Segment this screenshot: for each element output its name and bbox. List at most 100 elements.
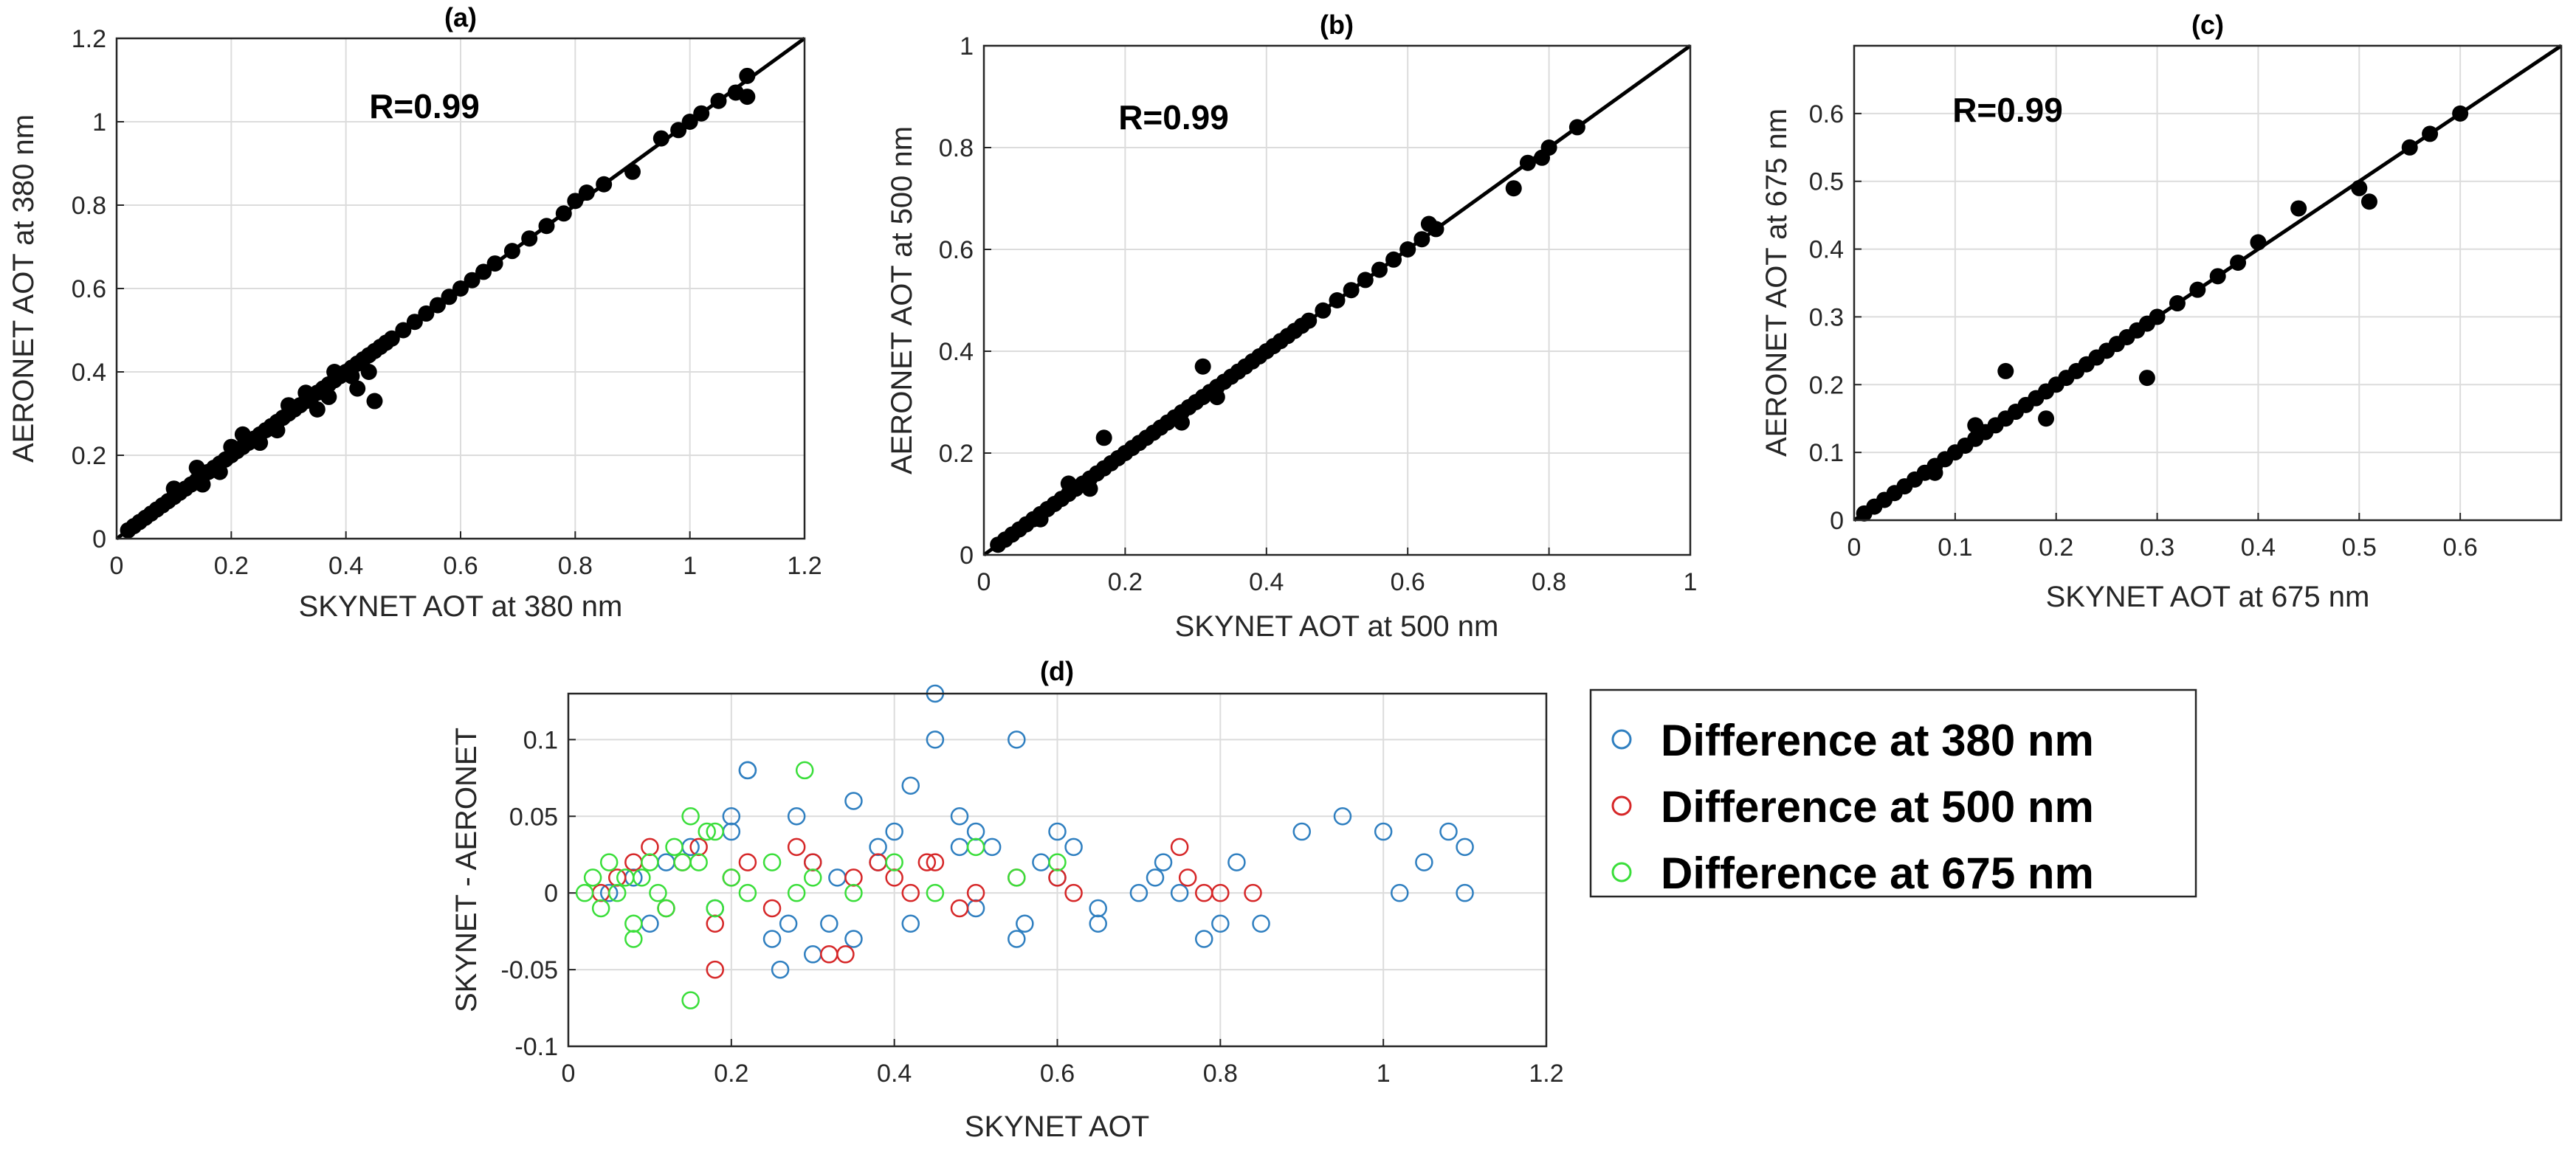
- panel-a-data-point: [418, 305, 435, 322]
- panel-a-data-point: [194, 476, 211, 493]
- panel-c-data-point: [2209, 268, 2226, 285]
- panel-d-point-series-0: [1016, 914, 1034, 933]
- panel-d-point-series-1: [844, 868, 863, 887]
- panel-d-point-series-0: [1154, 853, 1173, 871]
- panel-c-data-point: [2189, 281, 2206, 298]
- panel-d-legend: Difference at 380 nm Difference at 500 n…: [1589, 688, 2197, 898]
- panel-d-point-series-2: [665, 837, 683, 857]
- panel-d-point-series-2: [1048, 853, 1067, 871]
- panel-a-data-point: [555, 205, 572, 222]
- panel-a-data-point: [360, 364, 377, 380]
- panel-a-data-point: [538, 218, 555, 235]
- panel-d-point-series-2: [844, 883, 863, 902]
- panel-d-y-tick-label: -0.05: [501, 956, 559, 984]
- panel-a-x-tick-label: 0: [110, 552, 124, 580]
- panel-d-point-series-0: [1252, 914, 1270, 933]
- panel-a-data-point: [710, 92, 727, 109]
- panel-a-data-point: [349, 380, 366, 397]
- panel-c-data-point: [1926, 464, 1943, 481]
- panel-c-data-point: [2149, 308, 2166, 325]
- panel-a-x-tick-label: 1: [683, 552, 697, 580]
- panel-c-x-tick-label: 0.4: [2241, 533, 2276, 562]
- panel-d-point-series-0: [1439, 822, 1458, 841]
- panel-d-point-series-2: [649, 883, 667, 902]
- panel-b-data-point: [1208, 389, 1225, 406]
- panel-b-data-point: [1081, 480, 1098, 497]
- panel-c-data-point: [1967, 417, 1984, 434]
- panel-d-point-series-0: [1456, 883, 1474, 902]
- panel-c-data-point: [2422, 125, 2439, 142]
- panel-d-point-series-0: [950, 807, 969, 826]
- panel-d-point-series-2: [722, 868, 741, 887]
- panel-c-axes-frame: [1853, 44, 2563, 522]
- legend-label-380: Difference at 380 nm: [1661, 716, 2094, 765]
- panel-d-point-series-2: [657, 899, 675, 918]
- panel-a-data-point: [578, 184, 595, 201]
- panel-d-point-series-0: [1032, 853, 1050, 871]
- panel-a-data-point: [223, 438, 240, 455]
- panel-c-scatter: 0 0.1 0.2 0.3 0.4 0.5 0.6 0 0.1 0.2 0.3 0.4 0.5 0.6 (…: [1760, 10, 2563, 613]
- panel-a-y-tick-label: 0.6: [72, 275, 106, 303]
- panel-b-data-point: [1095, 429, 1112, 446]
- panel-d-point-series-0: [1195, 930, 1213, 948]
- panel-a-data-point: [188, 459, 205, 476]
- legend-item-500: Difference at 500 nm: [1611, 782, 2094, 832]
- panel-a-data-point: [366, 393, 383, 410]
- panel-b-x-tick-label: 1: [1684, 568, 1698, 596]
- panel-d-point-series-0: [844, 930, 863, 948]
- panel-b-y-tick-label: 0: [960, 542, 974, 570]
- panel-d-point-series-0: [657, 853, 675, 871]
- panel-d-point-series-2: [575, 883, 594, 902]
- panel-a-x-axis-label: SKYNET AOT at 380 nm: [299, 590, 623, 623]
- panel-b-data-point: [1519, 154, 1536, 171]
- panel-d-point-series-0: [1211, 914, 1230, 933]
- panel-d-point-series-0: [869, 837, 887, 857]
- panel-d-point-series-2: [885, 853, 903, 871]
- panel-d-point-series-2: [1008, 868, 1026, 887]
- panel-d-title: (d): [1040, 656, 1074, 686]
- panel-a-data-point: [320, 388, 337, 405]
- panel-b-axes-frame: [982, 44, 1692, 556]
- panel-b-correlation-label: R=0.99: [1118, 98, 1229, 137]
- panel-d-x-tick-label: 0.6: [1040, 1060, 1075, 1088]
- panel-a-x-tick-label: 0.4: [328, 552, 363, 580]
- panel-b-data-point: [1301, 312, 1318, 329]
- panel-d-point-series-1: [1211, 883, 1230, 902]
- panel-a-data-point: [596, 176, 613, 193]
- panel-a-data-point: [567, 193, 584, 210]
- panel-c-data-point: [2401, 139, 2418, 156]
- panel-d-point-series-0: [844, 792, 863, 810]
- panel-d-point-series-0: [804, 945, 822, 964]
- panel-a-data-point: [309, 401, 326, 418]
- panel-b-data-point: [1343, 282, 1360, 299]
- panel-d-x-tick-label: 0.2: [714, 1060, 748, 1088]
- panel-d-point-series-0: [1391, 883, 1409, 902]
- panel-d-point-series-0: [771, 960, 790, 979]
- panel-d-point-series-1: [869, 853, 887, 871]
- panel-a-data-point: [693, 105, 710, 122]
- panel-b-data-point: [1385, 251, 1402, 268]
- panel-b-data-point: [1371, 261, 1388, 278]
- panel-a-data-point: [252, 435, 269, 452]
- panel-d-point-series-2: [591, 899, 610, 918]
- panel-a-data-point: [395, 322, 412, 339]
- panel-a-x-tick-label: 0.6: [443, 552, 478, 580]
- legend-item-675: Difference at 675 nm: [1611, 849, 2094, 898]
- panel-d-point-series-2: [599, 853, 619, 871]
- panel-c-x-tick-label: 0.5: [2342, 533, 2377, 562]
- panel-d-point-series-1: [706, 960, 724, 979]
- panel-b-data-point: [1428, 221, 1444, 238]
- legend-marker-675: [1611, 862, 1632, 883]
- panel-d-y-tick-label: -0.1: [514, 1033, 558, 1061]
- panel-b-data-point: [1194, 358, 1211, 375]
- panel-a-data-point: [670, 122, 687, 139]
- panel-b-data-point: [1032, 511, 1049, 528]
- panel-c-x-tick-label: 0.3: [2140, 533, 2174, 562]
- panel-b-title: (b): [1320, 10, 1354, 40]
- panel-b-y-tick-label: 0.6: [939, 236, 974, 264]
- panel-d-x-tick-label: 0.4: [877, 1060, 912, 1088]
- panel-d-point-series-0: [1008, 930, 1026, 948]
- panel-a-data-point: [521, 230, 538, 247]
- panel-b-data-point: [1399, 241, 1416, 258]
